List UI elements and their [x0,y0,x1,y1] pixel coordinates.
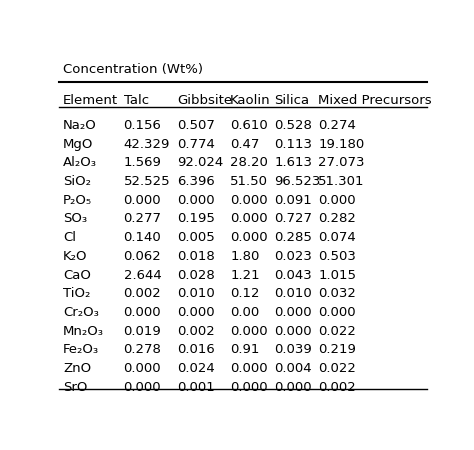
Text: 0.219: 0.219 [318,343,356,356]
Text: 0.507: 0.507 [177,119,215,132]
Text: 0.000: 0.000 [177,194,214,207]
Text: 0.195: 0.195 [177,212,215,225]
Text: 51.50: 51.50 [230,175,268,188]
Text: 0.018: 0.018 [177,250,215,263]
Text: 0.000: 0.000 [274,381,312,394]
Text: Cl: Cl [63,231,76,244]
Text: 0.000: 0.000 [318,194,356,207]
Text: SrO: SrO [63,381,87,394]
Text: 0.000: 0.000 [124,194,161,207]
Text: 51.301: 51.301 [318,175,365,188]
Text: P₂O₅: P₂O₅ [63,194,92,207]
Text: 0.000: 0.000 [177,306,214,319]
Text: 1.80: 1.80 [230,250,259,263]
Text: 0.282: 0.282 [318,212,356,225]
Text: TiO₂: TiO₂ [63,287,91,300]
Text: Element: Element [63,94,118,107]
Text: 0.156: 0.156 [124,119,162,132]
Text: 0.610: 0.610 [230,119,268,132]
Text: 1.21: 1.21 [230,269,260,282]
Text: 0.062: 0.062 [124,250,161,263]
Text: K₂O: K₂O [63,250,87,263]
Text: MgO: MgO [63,138,93,151]
Text: 0.022: 0.022 [318,362,356,375]
Text: CaO: CaO [63,269,91,282]
Text: 0.277: 0.277 [124,212,162,225]
Text: 0.113: 0.113 [274,138,312,151]
Text: 0.002: 0.002 [318,381,356,394]
Text: 0.002: 0.002 [124,287,161,300]
Text: 0.074: 0.074 [318,231,356,244]
Text: Mixed Precursors: Mixed Precursors [318,94,432,107]
Text: 0.727: 0.727 [274,212,312,225]
Text: 0.000: 0.000 [230,212,268,225]
Text: 0.002: 0.002 [177,324,215,338]
Text: 0.000: 0.000 [274,306,312,319]
Text: 0.016: 0.016 [177,343,215,356]
Text: 0.032: 0.032 [318,287,356,300]
Text: 0.00: 0.00 [230,306,259,319]
Text: SO₃: SO₃ [63,212,87,225]
Text: 0.000: 0.000 [230,324,268,338]
Text: 0.274: 0.274 [318,119,356,132]
Text: Gibbsite: Gibbsite [177,94,232,107]
Text: 0.000: 0.000 [318,306,356,319]
Text: Fe₂O₃: Fe₂O₃ [63,343,99,356]
Text: 0.028: 0.028 [177,269,215,282]
Text: 0.004: 0.004 [274,362,312,375]
Text: 1.569: 1.569 [124,156,162,169]
Text: 0.503: 0.503 [318,250,356,263]
Text: 42.329: 42.329 [124,138,170,151]
Text: 0.140: 0.140 [124,231,161,244]
Text: 0.000: 0.000 [230,194,268,207]
Text: 0.000: 0.000 [274,324,312,338]
Text: 0.528: 0.528 [274,119,312,132]
Text: 0.000: 0.000 [124,381,161,394]
Text: 0.023: 0.023 [274,250,312,263]
Text: 0.000: 0.000 [124,362,161,375]
Text: 1.613: 1.613 [274,156,312,169]
Text: 0.000: 0.000 [230,381,268,394]
Text: 0.000: 0.000 [230,231,268,244]
Text: 6.396: 6.396 [177,175,215,188]
Text: 0.278: 0.278 [124,343,162,356]
Text: 0.91: 0.91 [230,343,259,356]
Text: 27.073: 27.073 [318,156,365,169]
Text: 2.644: 2.644 [124,269,161,282]
Text: 1.015: 1.015 [318,269,356,282]
Text: 0.774: 0.774 [177,138,215,151]
Text: 0.039: 0.039 [274,343,312,356]
Text: Mn₂O₃: Mn₂O₃ [63,324,104,338]
Text: 0.019: 0.019 [124,324,161,338]
Text: 0.005: 0.005 [177,231,215,244]
Text: 0.000: 0.000 [124,306,161,319]
Text: Al₂O₃: Al₂O₃ [63,156,97,169]
Text: 0.001: 0.001 [177,381,215,394]
Text: 0.091: 0.091 [274,194,312,207]
Text: 0.010: 0.010 [177,287,215,300]
Text: 0.12: 0.12 [230,287,260,300]
Text: ZnO: ZnO [63,362,91,375]
Text: Talc: Talc [124,94,149,107]
Text: Na₂O: Na₂O [63,119,97,132]
Text: 0.000: 0.000 [230,362,268,375]
Text: 0.043: 0.043 [274,269,312,282]
Text: 52.525: 52.525 [124,175,170,188]
Text: 28.20: 28.20 [230,156,268,169]
Text: 0.022: 0.022 [318,324,356,338]
Text: 0.024: 0.024 [177,362,215,375]
Text: 96.523: 96.523 [274,175,320,188]
Text: 0.285: 0.285 [274,231,312,244]
Text: 92.024: 92.024 [177,156,223,169]
Text: 0.47: 0.47 [230,138,259,151]
Text: 19.180: 19.180 [318,138,365,151]
Text: Silica: Silica [274,94,309,107]
Text: Kaolin: Kaolin [230,94,271,107]
Text: Cr₂O₃: Cr₂O₃ [63,306,99,319]
Text: SiO₂: SiO₂ [63,175,91,188]
Text: 0.010: 0.010 [274,287,312,300]
Text: Concentration (Wt%): Concentration (Wt%) [63,63,203,76]
